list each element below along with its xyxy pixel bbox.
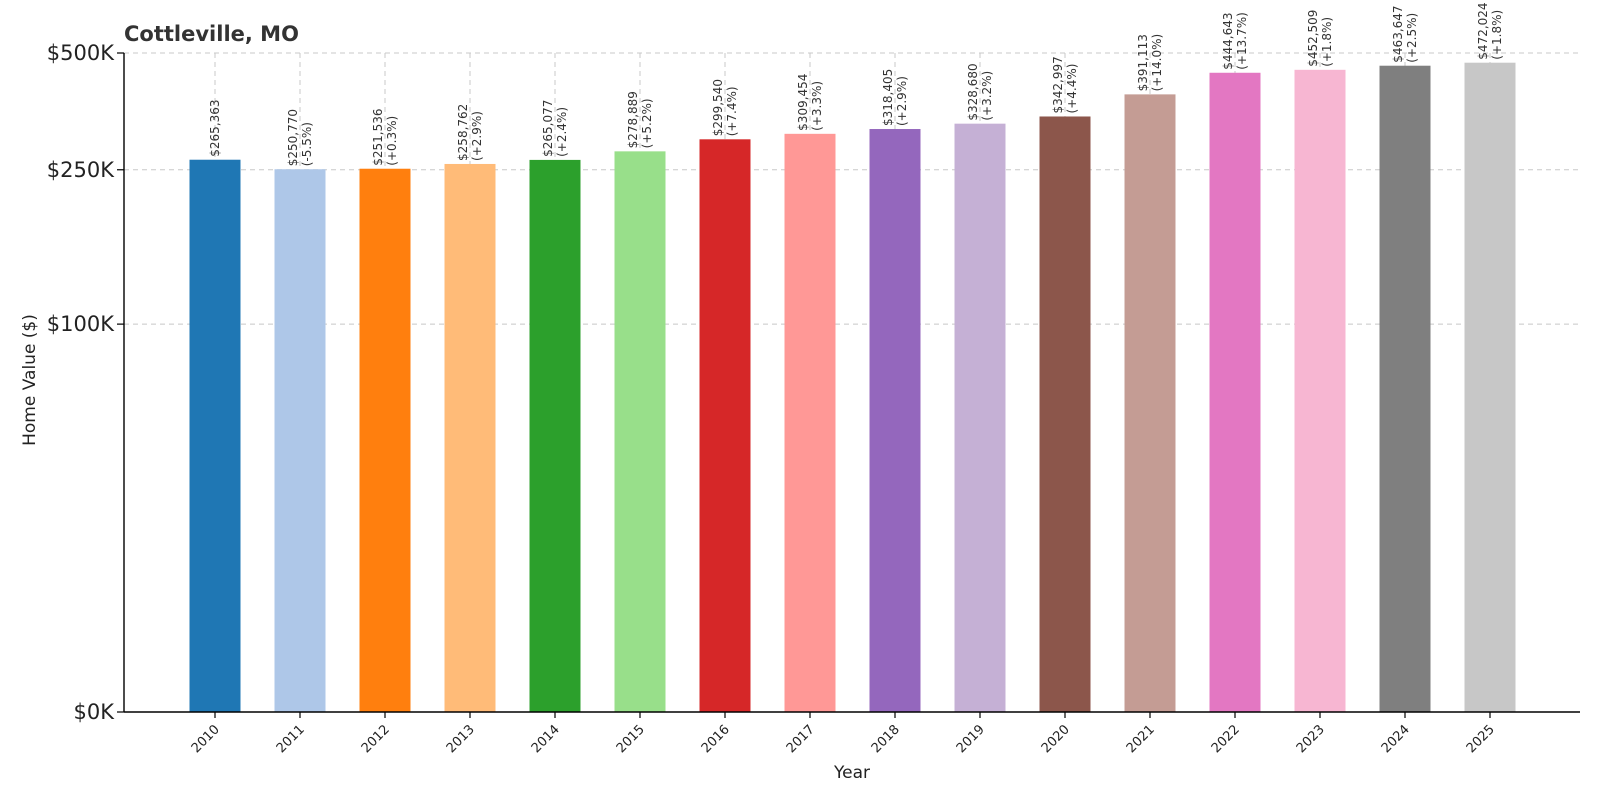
data-label-2010: $265,363 xyxy=(208,99,222,156)
x-axis-label: Year xyxy=(833,763,870,783)
data-label-2013: $258,762 (+2.9%) xyxy=(456,104,484,161)
bar-2020 xyxy=(1039,116,1091,713)
data-label-2019: $328,680 (+3.2%) xyxy=(966,63,994,120)
value-label: $391,113 xyxy=(1136,34,1150,91)
data-label-2020: $342,997 (+4.4%) xyxy=(1051,56,1079,113)
x-tick-label: 2014 xyxy=(529,722,563,756)
change-label: (+1.8%) xyxy=(1320,17,1334,67)
x-tick-label: 2019 xyxy=(954,722,988,756)
x-tick-label: 2012 xyxy=(359,722,393,756)
data-label-2016: $299,540 (+7.4%) xyxy=(711,79,739,136)
bar-2024 xyxy=(1379,65,1431,713)
grid-lines xyxy=(124,52,1580,712)
data-label-2024: $463,647 (+2.5%) xyxy=(1391,5,1419,62)
value-label: $342,997 xyxy=(1051,56,1065,113)
value-label: $299,540 xyxy=(711,79,725,136)
value-label: $318,405 xyxy=(881,69,895,126)
data-label-2017: $309,454 (+3.3%) xyxy=(796,74,824,131)
data-label-2012: $251,536 (+0.3%) xyxy=(371,108,399,165)
bar-2021 xyxy=(1124,94,1176,712)
bar-2014 xyxy=(529,159,581,712)
data-label-2022: $444,643 (+13.7%) xyxy=(1221,12,1249,70)
change-label: (+5.2%) xyxy=(640,98,654,148)
bar-2015 xyxy=(614,151,666,712)
y-tick-label: $0K xyxy=(74,700,116,724)
value-label: $251,536 xyxy=(371,108,385,165)
value-label: $258,762 xyxy=(456,104,470,161)
data-label-2011: $250,770 (-5.5%) xyxy=(286,109,314,166)
bar-2013 xyxy=(444,163,496,712)
value-label: $265,077 xyxy=(541,100,555,157)
bar-2018 xyxy=(869,129,921,712)
x-tick-label: 2023 xyxy=(1294,722,1328,756)
bar-2017 xyxy=(784,133,836,713)
value-label: $265,363 xyxy=(208,99,222,156)
x-tick-label: 2015 xyxy=(614,722,648,756)
bar-2025 xyxy=(1464,62,1516,713)
value-label: $463,647 xyxy=(1391,5,1405,62)
value-label: $472,024 xyxy=(1476,2,1490,59)
value-label: $309,454 xyxy=(796,74,810,131)
bar-2011 xyxy=(274,169,326,712)
x-tick-label: 2017 xyxy=(784,722,818,756)
value-label: $452,509 xyxy=(1306,10,1320,67)
change-label: (+2.9%) xyxy=(470,111,484,161)
data-label-2021: $391,113 (+14.0%) xyxy=(1136,34,1164,92)
y-tick-label: $250K xyxy=(47,158,115,182)
value-label: $444,643 xyxy=(1221,13,1235,70)
x-tick-label: 2022 xyxy=(1209,722,1243,756)
x-tick-label: 2011 xyxy=(274,722,308,756)
change-label: (+4.4%) xyxy=(1065,64,1079,114)
axes xyxy=(123,53,1580,713)
x-tick-label: 2010 xyxy=(189,722,223,756)
y-tick-label: $500K xyxy=(47,41,115,65)
data-label-2014: $265,077 (+2.4%) xyxy=(541,100,569,157)
data-label-2015: $278,889 (+5.2%) xyxy=(626,91,654,148)
chart-title: Cottleville, MO xyxy=(124,22,299,46)
change-label: (+14.0%) xyxy=(1150,34,1164,92)
bar-2010 xyxy=(189,159,241,713)
bars xyxy=(189,62,1516,713)
change-label: (+3.2%) xyxy=(980,71,994,121)
change-label: (+2.5%) xyxy=(1405,13,1419,63)
x-tick-label: 2021 xyxy=(1124,722,1158,756)
x-tick-label: 2013 xyxy=(444,722,478,756)
data-label-2025: $472,024 (+1.8%) xyxy=(1476,2,1504,59)
value-label: $278,889 xyxy=(626,91,640,148)
data-label-2023: $452,509 (+1.8%) xyxy=(1306,10,1334,67)
change-label: (+2.9%) xyxy=(895,76,909,126)
change-label: (+3.3%) xyxy=(810,81,824,131)
change-label: (-5.5%) xyxy=(300,122,314,166)
x-tick-label: 2020 xyxy=(1039,722,1073,756)
x-tick-label: 2025 xyxy=(1464,722,1498,756)
x-tick-label: 2024 xyxy=(1379,722,1413,756)
x-tick-label: 2016 xyxy=(699,722,733,756)
data-label-2018: $318,405 (+2.9%) xyxy=(881,69,909,126)
change-label: (+7.4%) xyxy=(725,86,739,136)
y-tick-label: $100K xyxy=(47,312,115,336)
bar-2022 xyxy=(1209,72,1261,712)
value-label: $328,680 xyxy=(966,63,980,120)
y-axis-ticks: $0K $100K $250K $500K xyxy=(47,41,124,724)
bar-2012 xyxy=(359,168,411,713)
bar-2019 xyxy=(954,123,1006,713)
change-label: (+2.4%) xyxy=(555,107,569,157)
bar-2016 xyxy=(699,139,751,713)
x-tick-label: 2018 xyxy=(869,722,903,756)
y-axis-label: Home Value ($) xyxy=(20,314,40,446)
x-axis-ticks: 2010 2011 2012 2013 2014 2015 2016 2017 2018 2019… xyxy=(189,712,1498,756)
change-label: (+13.7%) xyxy=(1235,12,1249,70)
change-label: (+1.8%) xyxy=(1490,10,1504,60)
bar-2023 xyxy=(1294,69,1346,712)
data-labels: $265,363 $250,770 (-5.5%) $251,536 (+0.3%) $2… xyxy=(208,2,1504,166)
change-label: (+0.3%) xyxy=(385,116,399,166)
value-label: $250,770 xyxy=(286,109,300,166)
